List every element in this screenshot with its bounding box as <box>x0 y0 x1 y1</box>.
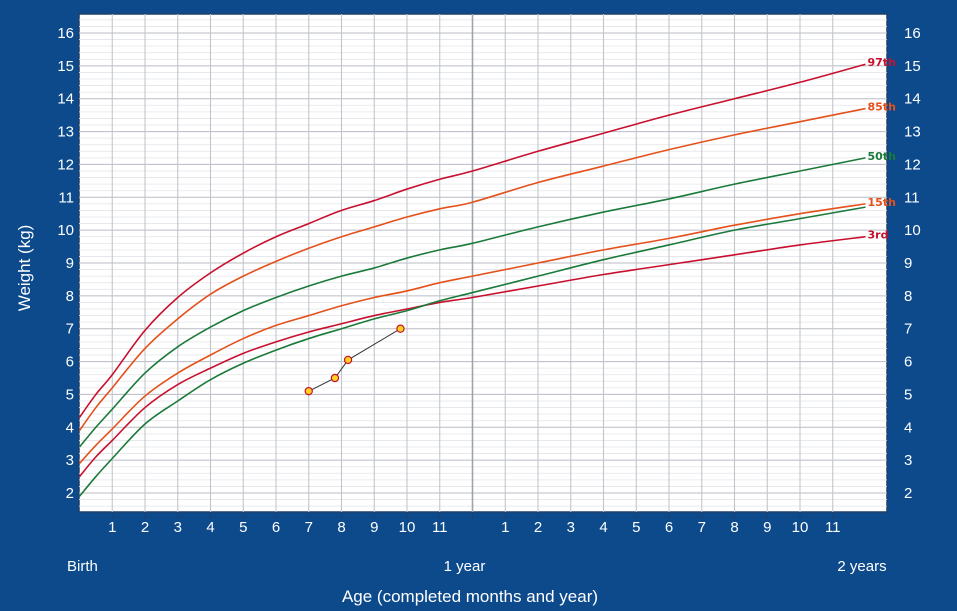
x-month-tick-label: 1 <box>108 519 116 536</box>
curve-label-3rd: 3rd <box>868 229 889 242</box>
y-tick-label-left: 8 <box>66 288 74 305</box>
y-tick-label-left: 5 <box>66 386 74 403</box>
x-label-2-years: 2 years <box>837 558 886 575</box>
percentile-curve-3rd <box>78 235 866 478</box>
curve-label-85th: 85th <box>868 101 896 114</box>
x-month-tick-label: 9 <box>370 519 378 536</box>
y-tick-label-right: 8 <box>904 288 912 305</box>
y-tick-label-left: 12 <box>57 156 74 173</box>
curve-label-50th: 50th <box>868 150 896 163</box>
x-month-tick-label: 2 <box>141 519 149 536</box>
y-tick-label-right: 7 <box>904 321 912 338</box>
y-tick-label-left: 9 <box>66 255 74 272</box>
x-month-tick-label: 10 <box>399 519 416 536</box>
x-month-tick-label: 3 <box>174 519 182 536</box>
percentile-curve-97th <box>78 63 866 418</box>
y-tick-label-left: 10 <box>57 222 74 239</box>
measurement-point <box>343 355 353 365</box>
x-month-tick-label: 5 <box>632 519 640 536</box>
y-tick-label-right: 9 <box>904 255 912 272</box>
percentile-curve-lower <box>78 206 866 497</box>
y-tick-label-right: 11 <box>904 189 920 206</box>
y-tick-label-left: 4 <box>66 419 74 436</box>
y-tick-label-right: 13 <box>904 124 921 141</box>
y-tick-label-right: 15 <box>904 58 921 75</box>
curve-label-97th: 97th <box>868 56 896 69</box>
y-tick-label-right: 16 <box>904 25 921 42</box>
measurement-point <box>330 373 340 383</box>
y-tick-label-left: 6 <box>66 354 74 371</box>
measurement-point <box>304 386 313 396</box>
measurement-line <box>308 328 401 392</box>
x-month-tick-label: 6 <box>665 519 673 536</box>
y-tick-label-left: 3 <box>66 452 74 469</box>
y-axis-label: Weight (kg) <box>15 225 34 312</box>
x-label-birth: Birth <box>67 558 98 575</box>
x-month-tick-label: 6 <box>272 519 280 536</box>
y-tick-label-right: 4 <box>904 419 912 436</box>
percentile-curves: 97th 85th 50th 15th 3rd <box>78 56 896 497</box>
y-tick-label-left: 16 <box>57 25 74 42</box>
y-tick-label-left: 14 <box>57 91 74 108</box>
x-month-tick-label: 2 <box>534 519 542 536</box>
y-tick-label-left: 7 <box>66 321 74 338</box>
y-tick-label-right: 6 <box>904 354 912 371</box>
x-month-tick-label: 11 <box>432 519 448 536</box>
percentile-curve-15th <box>78 203 866 464</box>
x-month-tick-label: 10 <box>792 519 809 536</box>
x-month-tick-label: 4 <box>206 519 214 536</box>
y-tick-label-left: 2 <box>66 485 74 502</box>
percentile-curve-85th <box>78 107 866 432</box>
x-label-1-year: 1 year <box>444 558 486 575</box>
x-month-tick-label: 4 <box>599 519 607 536</box>
y-tick-label-right: 2 <box>904 485 912 502</box>
y-tick-label-right: 3 <box>904 452 912 469</box>
x-month-tick-label: 9 <box>763 519 771 536</box>
x-month-tick-label: 5 <box>239 519 247 536</box>
x-month-tick-label: 7 <box>698 519 706 536</box>
y-tick-label-right: 10 <box>904 222 921 239</box>
measurement-series <box>304 324 405 396</box>
percentile-curve-50th <box>78 157 866 448</box>
x-month-tick-label: 11 <box>825 519 841 536</box>
x-month-tick-label: 8 <box>337 519 345 536</box>
y-tick-label-left: 13 <box>57 124 74 141</box>
x-month-tick-label: 7 <box>305 519 313 536</box>
y-tick-label-left: 11 <box>58 189 74 206</box>
y-tick-label-right: 12 <box>904 156 921 173</box>
y-tick-label-right: 5 <box>904 386 912 403</box>
x-axis-label: Age (completed months and year) <box>342 587 598 606</box>
y-tick-label-left: 15 <box>57 58 74 75</box>
x-month-tick-label: 3 <box>567 519 575 536</box>
curve-label-15th: 15th <box>868 196 896 209</box>
x-month-tick-label: 1 <box>501 519 509 536</box>
x-month-tick-label: 8 <box>730 519 738 536</box>
y-tick-label-right: 14 <box>904 91 921 108</box>
measurement-point <box>396 324 405 333</box>
